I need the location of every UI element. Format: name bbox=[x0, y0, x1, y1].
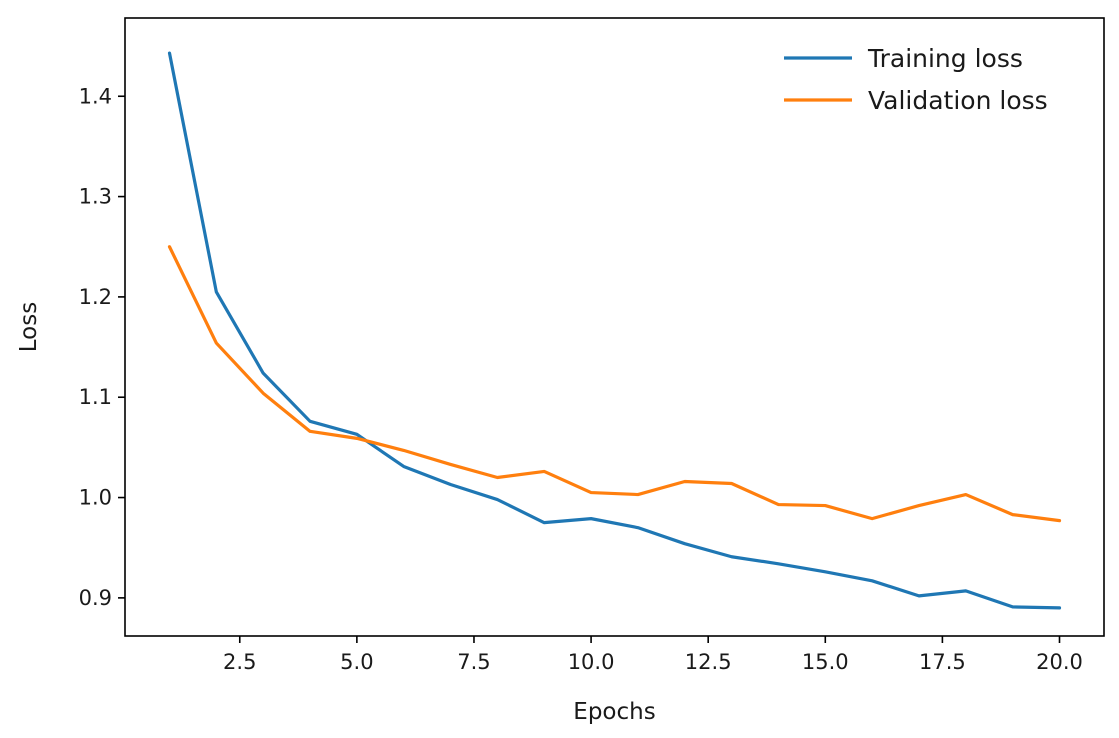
y-tick-label: 1.1 bbox=[79, 385, 112, 409]
x-tick-label: 2.5 bbox=[223, 650, 256, 674]
y-tick-label: 1.0 bbox=[79, 486, 112, 510]
x-tick-label: 10.0 bbox=[568, 650, 615, 674]
series-line-training-loss bbox=[167, 51, 1062, 610]
axes-frame bbox=[124, 17, 1105, 637]
series-layer bbox=[167, 51, 1062, 610]
x-tick-label: 17.5 bbox=[919, 650, 966, 674]
series-line-validation-loss bbox=[167, 245, 1062, 523]
y-axis-label: Loss bbox=[16, 302, 42, 352]
y-tick-label: 1.4 bbox=[79, 84, 112, 108]
legend: Training loss Validation loss bbox=[784, 44, 1048, 115]
x-tick-label: 15.0 bbox=[802, 650, 849, 674]
plot-area bbox=[124, 17, 1105, 637]
legend-label-training-loss: Training loss bbox=[867, 44, 1023, 73]
y-axis-ticks: 0.9 1.0 1.1 1.2 1.3 1.4 bbox=[79, 84, 125, 610]
y-tick-label: 1.3 bbox=[79, 185, 112, 209]
x-axis-label: Epochs bbox=[573, 699, 655, 725]
y-tick-label: 1.2 bbox=[79, 285, 112, 309]
legend-label-validation-loss: Validation loss bbox=[868, 86, 1048, 115]
y-tick-label: 0.9 bbox=[79, 586, 112, 610]
x-tick-label: 7.5 bbox=[457, 650, 490, 674]
x-tick-label: 20.0 bbox=[1036, 650, 1083, 674]
x-tick-label: 12.5 bbox=[685, 650, 732, 674]
x-tick-label: 5.0 bbox=[340, 650, 373, 674]
x-axis-ticks: 2.5 5.0 7.5 10.0 12.5 15.0 17.5 20.0 bbox=[223, 636, 1083, 674]
